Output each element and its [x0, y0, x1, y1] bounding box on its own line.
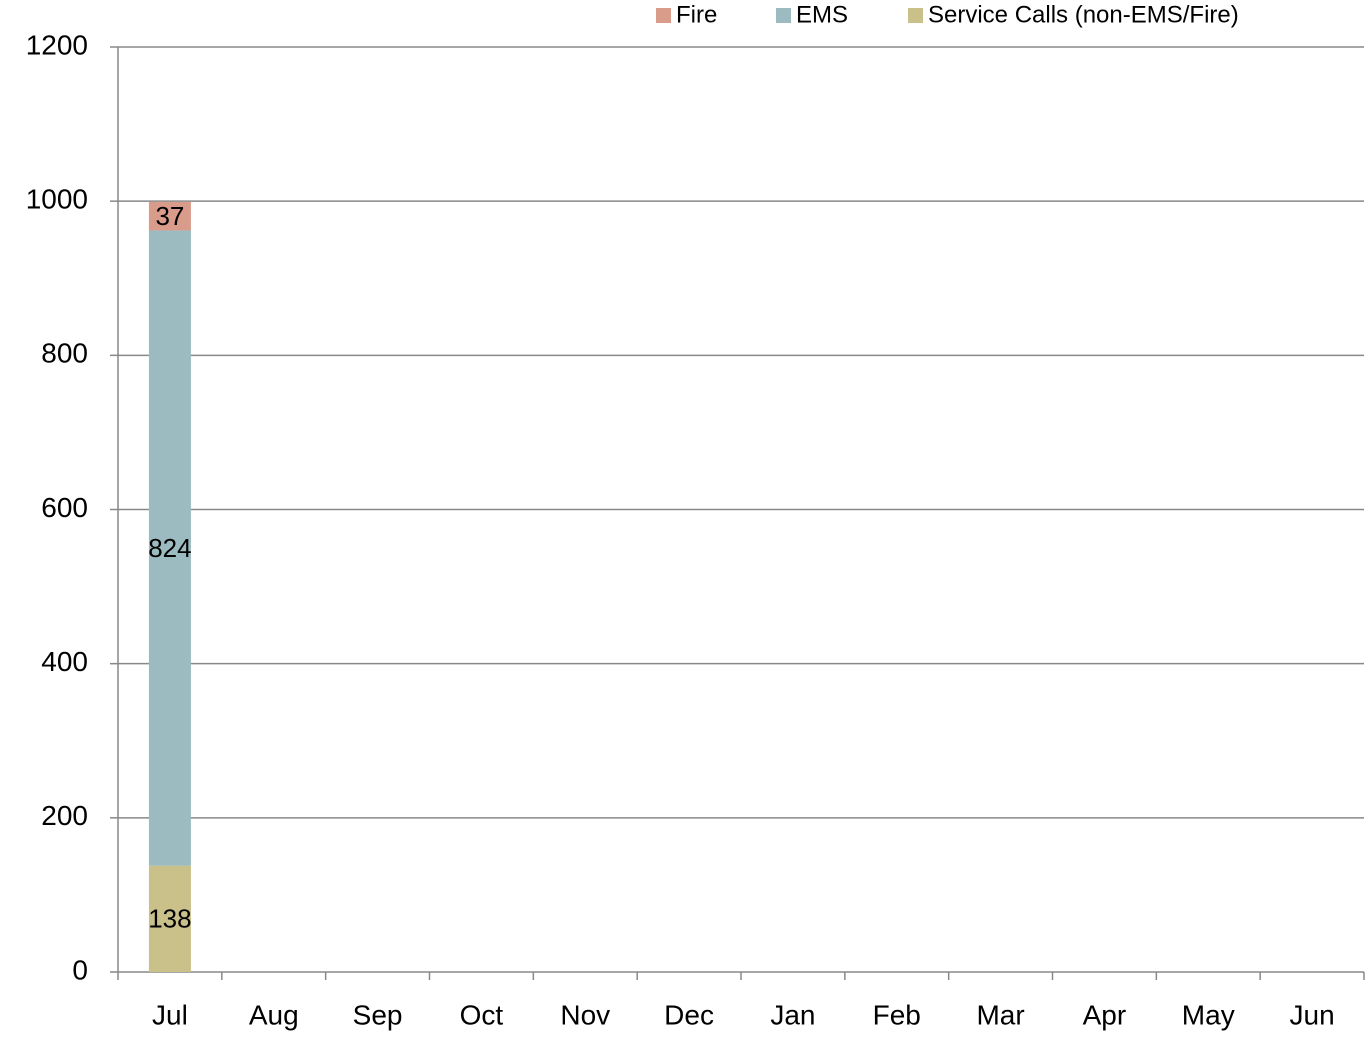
- x-tick-label: Jul: [152, 999, 188, 1030]
- bar-segment: [148, 230, 191, 866]
- y-tick-label: 1000: [26, 184, 88, 215]
- bar-segment: [148, 201, 191, 231]
- legend-swatch: [656, 8, 671, 23]
- data-label: 824: [148, 533, 191, 563]
- x-tick-label: Jun: [1290, 999, 1335, 1030]
- x-tick-label: Nov: [560, 999, 610, 1030]
- x-tick-label: Mar: [976, 999, 1024, 1030]
- legend-label: Service Calls (non-EMS/Fire): [928, 1, 1239, 28]
- x-tick-label: Oct: [460, 999, 504, 1030]
- data-label: 138: [148, 904, 191, 934]
- y-tick-label: 600: [41, 492, 88, 523]
- y-tick-label: 400: [41, 646, 88, 677]
- x-tick-label: Dec: [664, 999, 714, 1030]
- x-tick-label: May: [1182, 999, 1235, 1030]
- y-tick-label: 200: [41, 800, 88, 831]
- x-tick-label: Sep: [353, 999, 403, 1030]
- x-tick-label: Apr: [1083, 999, 1127, 1030]
- y-tick-label: 800: [41, 338, 88, 369]
- legend-swatch: [776, 8, 791, 23]
- legend-swatch: [908, 8, 923, 23]
- y-tick-label: 1200: [26, 29, 88, 60]
- legend-label: EMS: [796, 1, 848, 28]
- y-tick-label: 0: [72, 954, 88, 985]
- x-tick-label: Jan: [770, 999, 815, 1030]
- x-tick-label: Feb: [873, 999, 921, 1030]
- bar-segment: [148, 865, 191, 972]
- x-tick-label: Aug: [249, 999, 299, 1030]
- legend-label: Fire: [676, 1, 717, 28]
- data-label: 37: [155, 201, 184, 231]
